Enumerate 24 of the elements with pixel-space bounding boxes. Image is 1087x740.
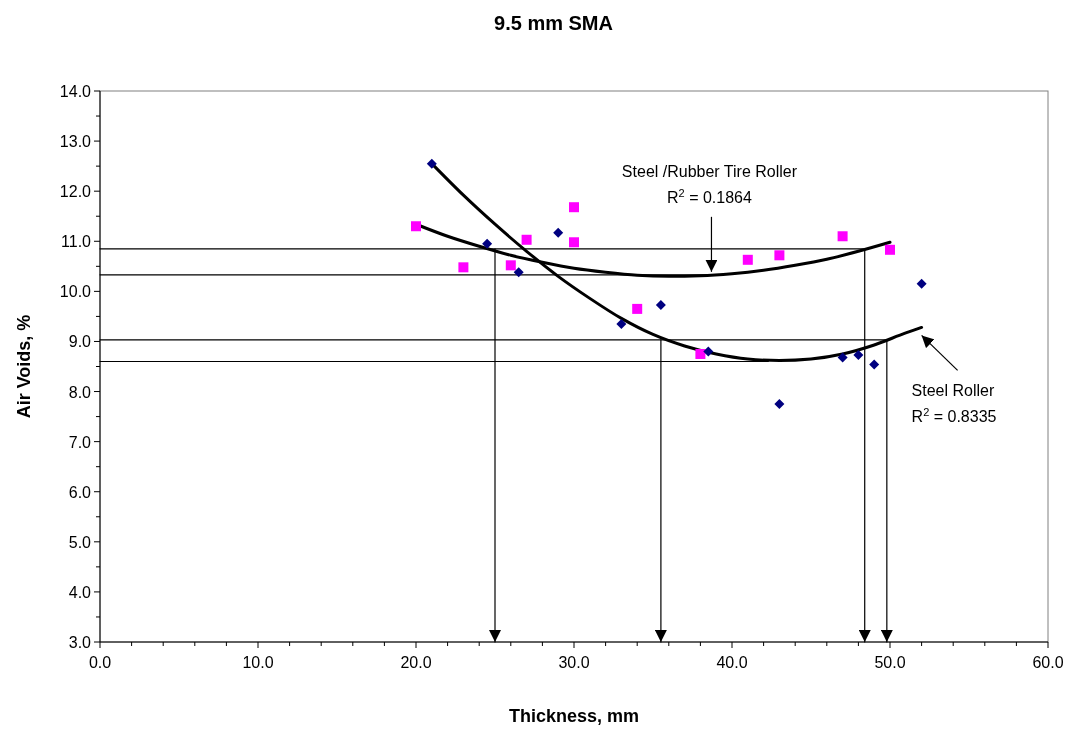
y-tick-label: 5.0 <box>68 533 92 551</box>
x-tick-label: 30.0 <box>558 654 590 671</box>
x-tick-label: 40.0 <box>716 654 748 671</box>
x-tick-label: 20.0 <box>400 654 432 671</box>
y-tick-label: 3.0 <box>68 634 92 651</box>
y-axis-title: Air Voids, % <box>14 314 34 419</box>
x-tick-label: 0.0 <box>88 654 112 671</box>
y-tick-label: 11.0 <box>61 233 92 251</box>
y-tick-label: 4.0 <box>68 583 92 601</box>
y-tick-label: 12.0 <box>59 183 92 201</box>
x-tick-label: 10.0 <box>242 654 274 671</box>
x-axis-title: Thickness, mm <box>508 706 640 726</box>
chart-title: 9.5 mm SMA <box>494 12 613 34</box>
y-tick-label: 9.0 <box>68 333 92 351</box>
y-tick-label: 10.0 <box>59 283 92 301</box>
y-tick-label: 13.0 <box>59 133 92 151</box>
x-tick-label: 50.0 <box>874 654 906 671</box>
annotation: Steel /Rubber Tire Roller R$^{2}$ = 0.1864 <box>621 162 798 206</box>
y-tick-label: 8.0 <box>68 383 92 401</box>
y-tick-label: 6.0 <box>68 483 92 501</box>
x-tick-label: 60.0 <box>1032 654 1064 671</box>
annotation: Steel Roller R$^{2}$ = 0.8335 <box>911 382 997 426</box>
y-tick-label: 7.0 <box>68 433 92 451</box>
y-tick-label: 14.0 <box>59 83 92 100</box>
